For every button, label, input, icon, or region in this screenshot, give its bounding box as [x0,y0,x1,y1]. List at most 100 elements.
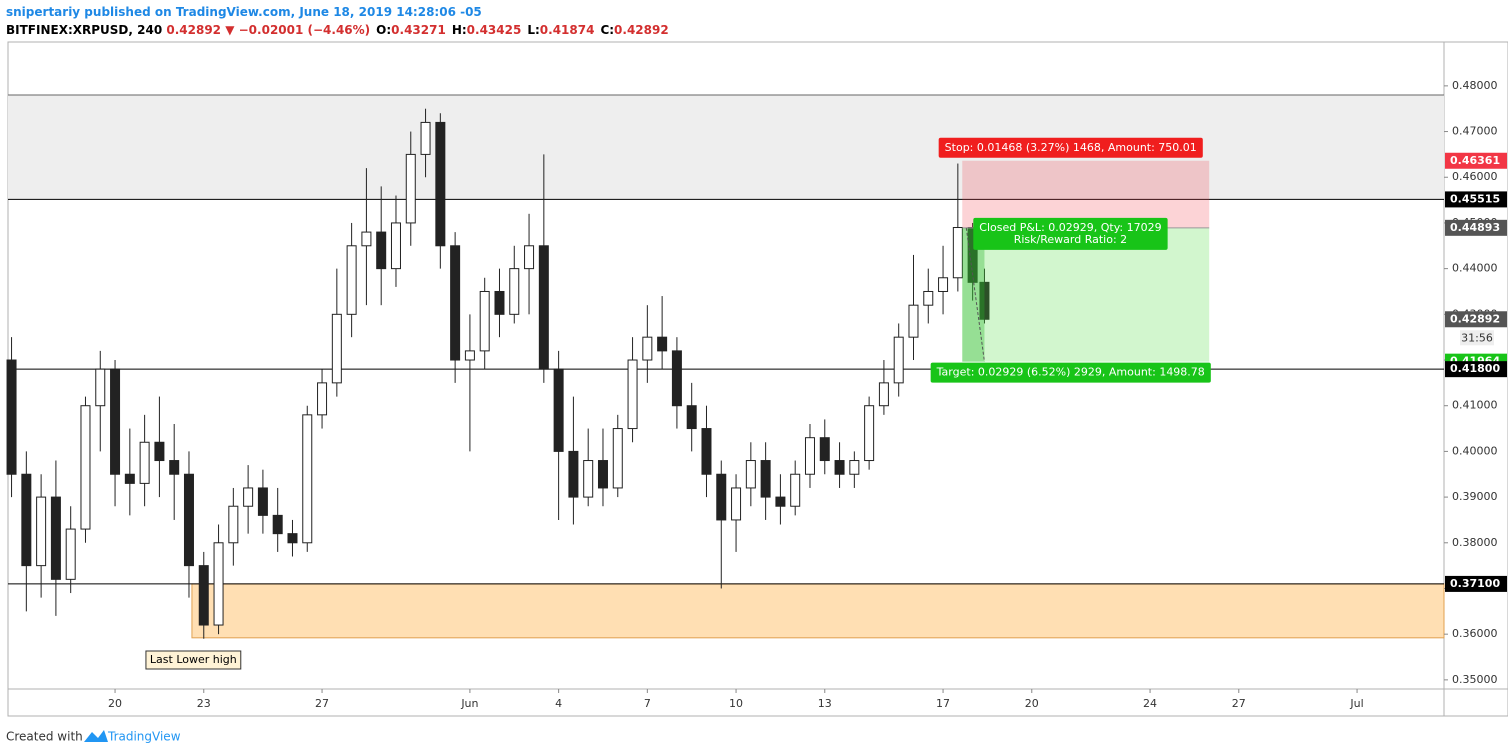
candle-body [287,533,298,544]
x-tick-label: 20 [1025,697,1039,710]
candle-body [302,414,313,544]
candle-body [139,441,150,484]
candle-body [390,222,401,270]
candle-body [257,487,268,516]
target-label: Target: 0.02929 (6.52%) 2929, Amount: 14… [930,362,1211,383]
candle-body [716,473,727,521]
candle-body [864,405,875,462]
annotation-box [145,650,242,670]
change: −0.02001 (−4.46%) [239,23,371,37]
plot-area [6,94,1445,639]
price-label-box [1445,575,1507,592]
candle-body [50,496,61,580]
stop-label: Stop: 0.01468 (3.27%) 1468, Amount: 750.… [938,137,1203,158]
candle-body [36,496,47,567]
y-tick-label: 0.39000 [1452,490,1498,503]
candle-body [464,350,475,361]
candle-body [686,405,697,430]
annotation-text: Last Lower high [150,653,237,666]
x-tick-label: 10 [729,697,743,710]
candle-body [878,382,889,407]
arrow: ▼ [225,23,235,37]
y-tick-label: 0.47000 [1452,125,1498,138]
candle-body [583,460,594,498]
footer-brand: TradingView [107,730,181,744]
ohlc-value: 0.43271 [391,23,446,37]
candle-body [893,336,904,384]
support-zone [191,583,1445,639]
y-tick-label: 0.44000 [1452,262,1498,275]
candle-body [80,405,91,530]
target-zone [962,227,1210,362]
stop-zone [962,160,1210,228]
candle-body [21,473,32,567]
progress-arrow [965,227,985,362]
author: snipertariy published on TradingView.com… [6,5,482,19]
candle-body [228,505,239,544]
candle-body [524,245,535,270]
x-tick-label: 13 [818,697,832,710]
candle-body [657,336,668,352]
candle-body [213,542,224,626]
candle-body [849,460,860,475]
candle-body [908,304,919,338]
candle-body [124,473,135,484]
candle-body [553,368,564,452]
candle-body [6,359,17,475]
countdown: 31:56 [1461,331,1493,344]
stop-label-text: Stop: 0.01468 (3.27%) 1468, Amount: 750.… [945,141,1197,154]
price-label-box [1445,361,1507,378]
ohlc-value: 0.43425 [467,23,522,37]
candle-body [979,281,990,320]
symbol: BITFINEX:XRPUSD, 240 [6,23,162,37]
candle-body [834,460,845,475]
candle-body [642,336,653,361]
annotation: Last Lower high [145,650,242,670]
candle-body [110,368,121,475]
stop-label-box [938,137,1203,158]
candle-body [376,231,387,270]
candle-body [317,382,328,416]
candle-body [272,514,283,535]
candle-body [538,245,549,370]
candle-body [361,231,372,247]
price-label: 0.45515 [1450,192,1500,205]
candle-body [819,437,830,462]
candle-body [938,277,949,292]
x-tick-label: 7 [644,697,651,710]
candle-body [568,450,579,498]
candle-body [775,496,786,507]
candle-body [790,473,801,507]
x-tick-label: 27 [315,697,329,710]
y-tick-label: 0.48000 [1452,79,1498,92]
candle-body [745,460,756,489]
y-tick-label: 0.36000 [1452,627,1498,640]
candle-body [671,350,682,407]
footer-created: Created with [6,730,83,744]
y-tick-label: 0.35000 [1452,673,1498,686]
ohlc-value: 0.42892 [614,23,669,37]
candle-body [701,428,712,475]
candle-body [405,153,416,224]
candle-body [154,441,165,462]
target-label-text: Target: 0.02929 (6.52%) 2929, Amount: 14… [936,366,1205,379]
candle-body [420,121,431,155]
candle-body [450,245,461,361]
candle-body [804,437,815,475]
price-label: 0.44893 [1450,221,1500,234]
x-tick-label: 27 [1232,697,1246,710]
candle-body [95,368,106,407]
countdown-box [1460,330,1494,346]
y-tick-label: 0.38000 [1452,536,1498,549]
candle-body [331,313,342,384]
ohlc-value: 0.41874 [540,23,595,37]
price-label: 0.37100 [1450,577,1500,590]
progress-zone [962,227,985,362]
price-label-box [1445,152,1507,169]
last: 0.42892 [166,23,221,37]
price-label-box [1445,219,1507,236]
x-tick-label: 23 [197,697,211,710]
price-label: 0.46361 [1450,154,1500,167]
